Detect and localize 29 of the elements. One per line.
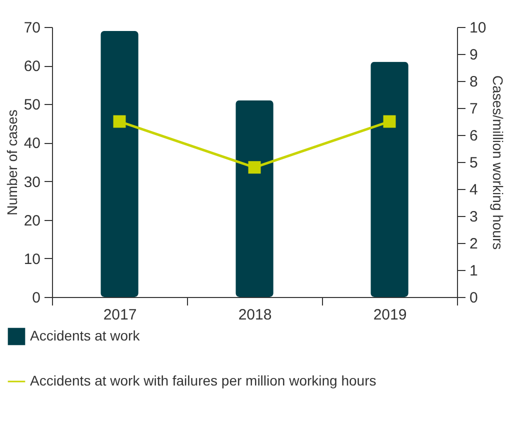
bar bbox=[236, 100, 274, 297]
x-tick-label: 2019 bbox=[373, 306, 407, 324]
x-tick-label: 2018 bbox=[238, 306, 272, 324]
legend-label: Accidents at work with failures per million working hours bbox=[30, 372, 376, 388]
x-tick-label: 2017 bbox=[103, 306, 137, 324]
y-tick-label: 0 bbox=[32, 290, 40, 306]
y2-tick-label: 8 bbox=[470, 74, 478, 90]
y2-tick-label: 6 bbox=[470, 128, 478, 144]
y-tick-label: 40 bbox=[24, 135, 40, 152]
y-tick-label: 70 bbox=[24, 20, 40, 36]
y2-tick-label: 9 bbox=[470, 46, 478, 64]
y2-tick-label: 3 bbox=[470, 208, 478, 226]
y2-tick-label: 2 bbox=[470, 236, 478, 252]
y2-tick-label: 7 bbox=[470, 100, 478, 118]
y2-tick-label: 1 bbox=[470, 262, 478, 280]
legend-label: Accidents at work bbox=[30, 328, 141, 344]
y2-tick-label: 10 bbox=[470, 20, 486, 36]
y2-tick-label: 4 bbox=[470, 182, 478, 198]
bar bbox=[370, 62, 408, 297]
y-tick-label: 10 bbox=[24, 250, 40, 268]
y-tick-label: 20 bbox=[24, 212, 40, 230]
y-tick-label: 50 bbox=[24, 96, 40, 114]
y2-tick-label: 5 bbox=[470, 154, 478, 172]
y2-tick-label: 0 bbox=[470, 290, 478, 306]
y-axis-title: Number of cases bbox=[4, 110, 20, 216]
bar bbox=[100, 30, 138, 297]
y2-axis-title: Cases/million working hours bbox=[490, 75, 506, 250]
y-tick-label: 60 bbox=[24, 58, 40, 76]
y-tick-label: 30 bbox=[24, 174, 40, 191]
